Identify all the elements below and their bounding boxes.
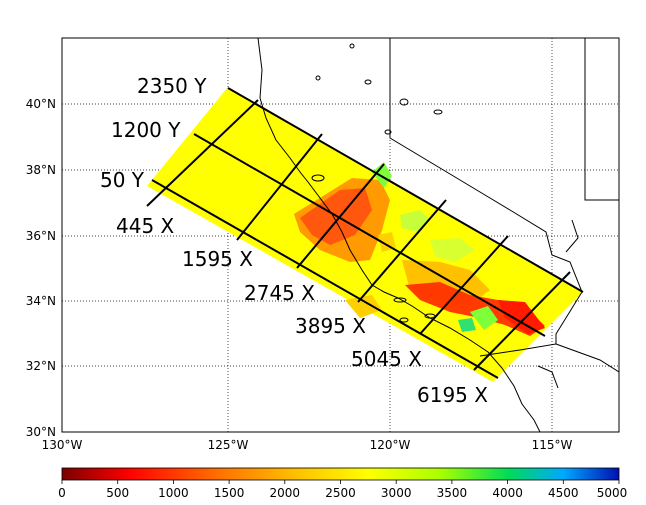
colorbar-label: 3000: [381, 486, 412, 500]
y-line-label: 50 Y: [100, 168, 145, 192]
lat-label: 32°N: [26, 359, 56, 373]
colorbar-labels: 0 500 1000 1500 2000 2500 3000 3500 4000…: [58, 486, 627, 500]
lon-label: 120°W: [370, 438, 411, 452]
x-line-label: 6195 X: [417, 383, 488, 407]
colorbar-ticks: [61, 480, 620, 484]
y-line-labels: 2350 Y 1200 Y 50 Y: [100, 74, 207, 192]
lon-label: 115°W: [532, 438, 573, 452]
x-line-label: 2745 X: [244, 281, 315, 305]
longitude-labels: 130°W 125°W 120°W 115°W: [42, 438, 573, 452]
colorbar: [61, 467, 620, 481]
colorbar-label: 500: [106, 486, 129, 500]
colorbar-label: 1500: [214, 486, 245, 500]
lon-label: 125°W: [208, 438, 249, 452]
colorbar-label: 4500: [548, 486, 579, 500]
latitude-labels: 40°N 38°N 36°N 34°N 32°N 30°N: [26, 97, 56, 439]
colorbar-label: 3500: [437, 486, 468, 500]
colorbar-label: 2000: [270, 486, 301, 500]
lon-label: 130°W: [42, 438, 83, 452]
colorbar-label: 4000: [492, 486, 523, 500]
x-line-label: 3895 X: [295, 314, 366, 338]
x-line-labels: 445 X 1595 X 2745 X 3895 X 5045 X 6195 X: [116, 214, 488, 407]
lat-label: 40°N: [26, 97, 56, 111]
colorbar-label: 5000: [597, 486, 628, 500]
x-line-label: 445 X: [116, 214, 175, 238]
y-line-label: 1200 Y: [111, 118, 181, 142]
x-line-label: 5045 X: [351, 347, 422, 371]
lat-label: 36°N: [26, 229, 56, 243]
colorbar-label: 1000: [158, 486, 189, 500]
coastline: [257, 38, 619, 432]
lat-label: 34°N: [26, 294, 56, 308]
lakes-islands: [311, 43, 443, 323]
lat-label: 30°N: [26, 425, 56, 439]
simulation-grid: [146, 87, 584, 379]
x-line-label: 1595 X: [182, 247, 253, 271]
lat-label: 38°N: [26, 163, 56, 177]
colorbar-label: 2500: [325, 486, 356, 500]
colorbar-label: 0: [58, 486, 66, 500]
y-line-label: 2350 Y: [137, 74, 207, 98]
